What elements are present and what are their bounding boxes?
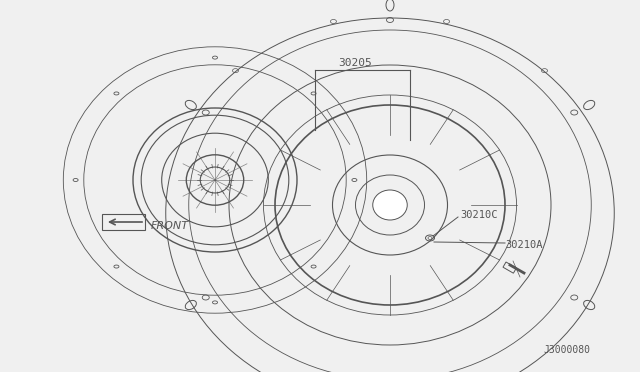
- Text: 30210A: 30210A: [505, 240, 543, 250]
- Text: J3000080: J3000080: [543, 345, 590, 355]
- Bar: [503, 262, 516, 273]
- Text: 30205: 30205: [338, 58, 372, 68]
- Text: 30210C: 30210C: [460, 210, 497, 220]
- Ellipse shape: [372, 190, 407, 220]
- Text: FRONT: FRONT: [151, 221, 189, 231]
